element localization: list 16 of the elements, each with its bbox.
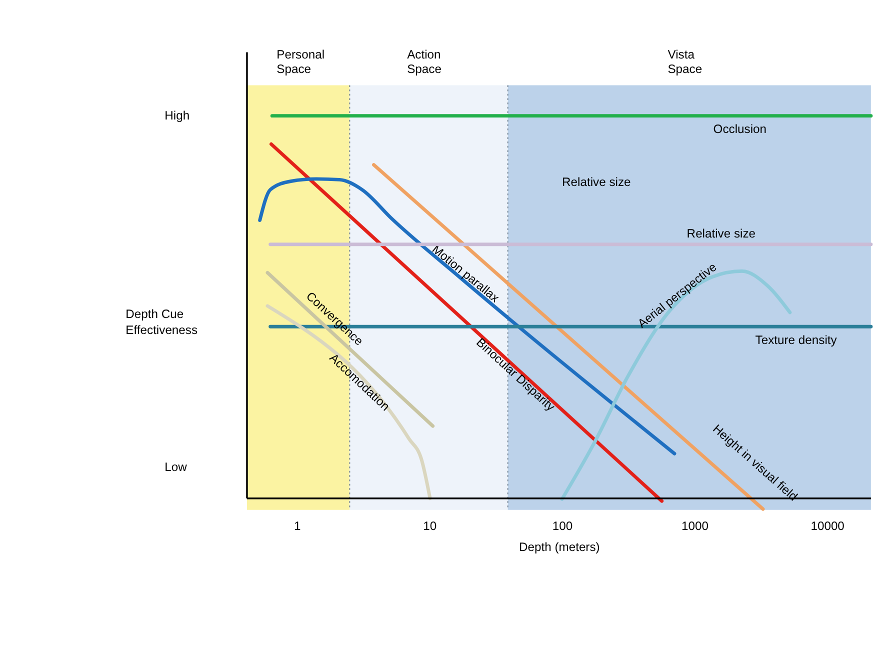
band-label: Action Space <box>407 47 442 76</box>
series-label: Texture density <box>755 332 838 347</box>
y-axis-title: Depth Cue Effectiveness <box>126 307 198 337</box>
annotation: Relative size <box>562 174 632 189</box>
text: Low <box>164 460 188 474</box>
band-label: Vista Space <box>668 47 702 76</box>
x-tick-label: 10000 <box>810 519 845 534</box>
x-tick-label: 1000 <box>682 519 709 534</box>
series-label: Occlusion <box>713 122 767 136</box>
x-axis-title: Depth (meters) <box>518 540 600 554</box>
text: High <box>164 108 190 122</box>
x-tick-label: 100 <box>552 519 573 534</box>
x-tick-label: 10 <box>423 519 437 534</box>
x-tick-label: 1 <box>294 519 301 534</box>
band-label: Personal Space <box>276 47 325 76</box>
series-label: Relative size <box>686 226 756 240</box>
